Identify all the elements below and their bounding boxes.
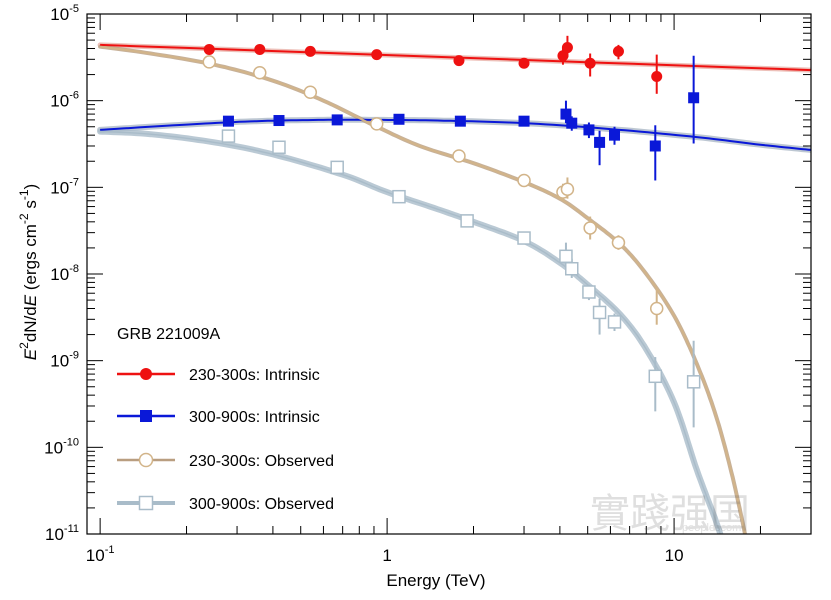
y-tick-label: 10-8 [50,263,79,284]
legend-marker [140,368,152,380]
data-point [565,261,579,276]
data-point [649,301,664,316]
data-point [518,115,530,127]
data-point [566,117,578,129]
legend-item-230-300s-intrinsic: 230-300s: Intrinsic [117,367,320,384]
data-point [254,43,266,55]
data-point [303,85,318,100]
data-point [557,50,569,62]
x-tick-label: 1 [382,546,391,565]
data-point [584,57,596,69]
data-point [460,214,474,228]
legend-label: 300-900s: Intrinsic [189,409,320,426]
data-point [371,49,383,61]
legend-item-300-900s-observed: 300-900s: Observed [117,495,334,513]
data-point [582,285,596,299]
axis-ticks [86,14,812,535]
data-point [369,117,384,131]
data-point [452,149,466,163]
data-point [649,140,661,152]
data-markers [202,42,701,389]
data-point [517,173,531,188]
data-point [611,235,626,250]
y-tick-label: 10-6 [50,90,79,111]
data-point [453,55,465,67]
y-tick-label: 10-11 [45,523,79,544]
legend-marker [140,410,152,422]
data-point [583,221,597,235]
legend-marker [138,452,154,468]
y-tick-label: 10-9 [50,350,79,371]
data-point [609,129,621,141]
grb-annotation: GRB 221009A [117,326,221,343]
data-point [561,42,573,54]
y-tick-label: 10-10 [44,436,79,457]
data-point [518,57,530,69]
data-point [517,231,531,245]
legend-label: 230-300s: Intrinsic [189,367,320,384]
legend-label: 230-300s: Observed [189,453,334,470]
legend-item-300-900s-intrinsic: 300-900s: Intrinsic [117,409,320,426]
data-point [559,249,573,264]
legend-marker [138,495,154,511]
data-point [583,124,595,136]
data-point [607,315,622,329]
data-point [688,92,700,104]
data-point [612,45,624,57]
data-point [560,108,572,120]
data-point [686,375,701,389]
data-point [392,189,406,204]
data-point [594,136,606,148]
data-point [592,305,607,320]
data-point [273,115,285,127]
data-point [304,45,316,57]
x-axis-title: Energy (TeV) [386,571,485,590]
data-point [560,182,575,197]
data-point [330,160,344,175]
legend-item-230-300s-observed: 230-300s: Observed [117,452,334,470]
data-point [331,114,343,126]
x-tick-label: 10 [665,546,684,565]
y-tick-label: 10-7 [50,176,79,197]
data-point [222,115,234,127]
data-point [648,369,663,384]
data-point [202,55,216,69]
y-axis-title: E2dN/dE (ergs cm-2 s-1) [17,184,40,360]
data-point [272,140,286,155]
data-point [454,115,466,127]
data-point [651,71,663,83]
svg-text:peoplescom: peoplescom [682,522,741,534]
data-point [393,113,405,125]
svg-text:實踐强国: 實踐强国 [590,491,750,537]
watermark: 實踐强国 peoplescom [590,491,750,537]
data-point [203,43,215,55]
data-point [221,129,236,143]
legend-label: 300-900s: Observed [189,496,334,513]
x-tick-label: 10-1 [86,544,115,565]
legend: 230-300s: Intrinsic 300-900s: Intrinsic 23… [117,367,334,513]
data-point [253,65,267,80]
y-tick-label: 10-5 [50,3,79,24]
